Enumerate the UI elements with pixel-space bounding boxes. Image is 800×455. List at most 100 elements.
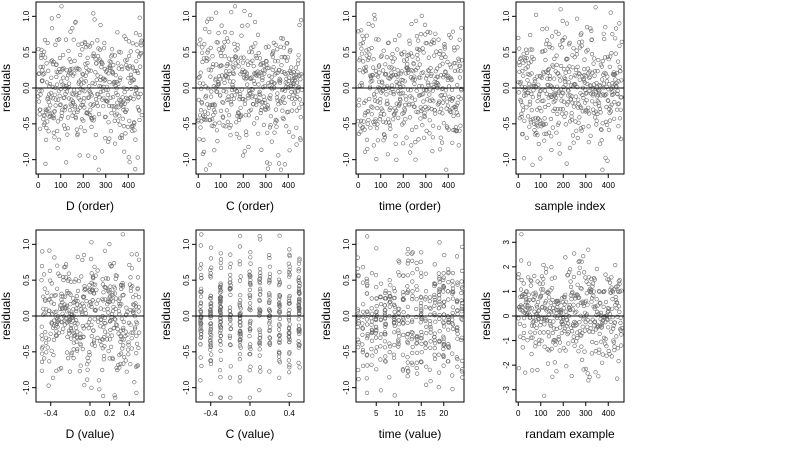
data-point bbox=[47, 268, 53, 274]
data-point bbox=[455, 364, 460, 369]
data-point bbox=[278, 167, 284, 172]
data-point bbox=[441, 271, 446, 276]
data-point bbox=[420, 91, 426, 97]
data-point bbox=[591, 293, 596, 299]
data-point bbox=[83, 79, 88, 84]
data-point bbox=[45, 119, 50, 124]
data-point bbox=[83, 73, 88, 78]
data-point bbox=[76, 279, 82, 284]
data-point bbox=[258, 237, 263, 242]
data-point bbox=[454, 299, 460, 304]
data-point bbox=[37, 71, 42, 76]
data-point bbox=[405, 61, 410, 67]
data-point bbox=[533, 344, 538, 349]
data-point bbox=[557, 340, 563, 345]
data-point bbox=[68, 302, 73, 307]
data-point bbox=[544, 266, 549, 271]
data-point bbox=[430, 149, 435, 154]
data-point bbox=[516, 272, 521, 277]
data-point bbox=[89, 280, 94, 286]
data-point bbox=[94, 301, 99, 306]
data-point bbox=[277, 375, 282, 380]
x-axis-label: C (value) bbox=[226, 427, 275, 441]
data-point bbox=[43, 161, 48, 166]
data-point bbox=[121, 337, 126, 342]
y-tick-label: 0.5 bbox=[182, 46, 191, 58]
data-point bbox=[596, 57, 601, 63]
data-point bbox=[76, 81, 81, 86]
data-point bbox=[38, 107, 43, 112]
data-point bbox=[606, 325, 611, 330]
data-point bbox=[427, 299, 432, 304]
data-point bbox=[455, 100, 460, 105]
data-point bbox=[614, 107, 620, 112]
data-point bbox=[253, 41, 258, 46]
data-point bbox=[228, 99, 233, 105]
data-point bbox=[405, 251, 410, 256]
data-point bbox=[584, 98, 589, 103]
data-point bbox=[71, 37, 76, 42]
data-point bbox=[535, 367, 540, 373]
data-point bbox=[255, 32, 261, 38]
data-point bbox=[619, 95, 624, 100]
data-point bbox=[392, 106, 397, 111]
data-point bbox=[384, 92, 389, 97]
data-point bbox=[277, 316, 282, 322]
data-point bbox=[549, 310, 554, 315]
x-tick-label: 0 bbox=[516, 409, 521, 418]
data-point bbox=[59, 294, 64, 299]
data-point bbox=[120, 116, 125, 121]
data-point bbox=[51, 115, 57, 121]
data-point bbox=[455, 331, 460, 337]
data-point bbox=[597, 88, 602, 93]
data-point bbox=[572, 101, 578, 106]
data-point bbox=[299, 87, 304, 92]
data-point bbox=[55, 119, 61, 124]
data-point bbox=[128, 275, 133, 280]
data-point bbox=[43, 340, 49, 346]
data-point bbox=[400, 90, 405, 95]
data-point bbox=[391, 286, 397, 291]
data-point bbox=[554, 130, 559, 135]
data-point bbox=[396, 330, 401, 335]
data-point bbox=[49, 26, 55, 31]
data-point bbox=[112, 107, 117, 112]
data-point bbox=[39, 47, 44, 53]
data-point bbox=[436, 385, 441, 390]
data-point bbox=[590, 281, 596, 286]
data-point bbox=[235, 42, 240, 48]
data-point bbox=[105, 302, 110, 307]
data-point bbox=[80, 257, 85, 263]
data-point bbox=[360, 321, 365, 326]
data-point bbox=[619, 325, 624, 331]
data-point bbox=[299, 18, 304, 23]
data-point bbox=[298, 136, 303, 141]
data-point bbox=[217, 120, 222, 125]
data-point bbox=[87, 83, 92, 89]
data-point bbox=[563, 348, 568, 353]
data-point bbox=[218, 251, 223, 256]
data-point bbox=[363, 98, 368, 103]
data-point bbox=[413, 18, 419, 23]
data-point bbox=[563, 70, 568, 75]
data-point bbox=[397, 322, 402, 327]
y-tick-label: 0.5 bbox=[502, 46, 511, 58]
data-point bbox=[596, 90, 602, 95]
data-point bbox=[53, 42, 58, 48]
data-point bbox=[228, 312, 233, 318]
data-point bbox=[208, 347, 213, 352]
data-point bbox=[524, 50, 530, 56]
y-tick-label: -1 bbox=[502, 336, 511, 344]
data-point bbox=[107, 242, 112, 247]
data-point bbox=[614, 334, 619, 339]
data-point bbox=[432, 53, 437, 58]
data-point bbox=[95, 268, 100, 273]
data-point bbox=[425, 80, 431, 85]
y-tick-label: -0.5 bbox=[22, 116, 31, 130]
data-point bbox=[200, 59, 205, 65]
data-point bbox=[121, 327, 126, 333]
data-point bbox=[445, 99, 450, 104]
data-point bbox=[55, 128, 60, 134]
data-point bbox=[228, 343, 233, 348]
data-point bbox=[574, 52, 580, 57]
